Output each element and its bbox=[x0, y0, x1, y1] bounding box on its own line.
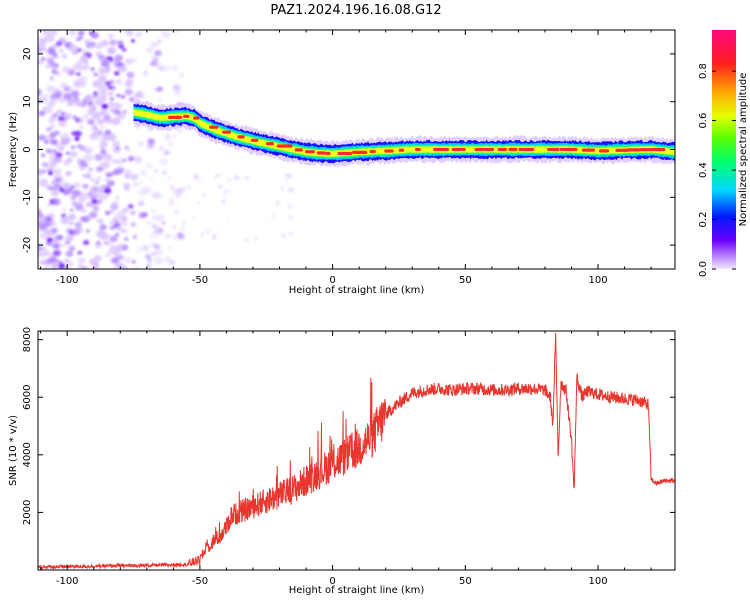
colorbar-tick-label: 0.4 bbox=[698, 162, 709, 178]
figure-title: PAZ1.2024.196.16.08.G12 bbox=[270, 3, 441, 18]
snr-x-tick-label: -50 bbox=[192, 576, 208, 587]
spectrogram-x-tick-label: -100 bbox=[56, 275, 79, 286]
colorbar-tick-label: 0.8 bbox=[698, 63, 709, 79]
snr-y-tick-label: 4000 bbox=[22, 442, 33, 467]
colorbar: 0.0 0.2 0.4 0.6 0.8 Normalized spectral ampl… bbox=[698, 30, 749, 277]
snr-y-tick-label: 8000 bbox=[22, 327, 33, 352]
snr-x-tick-label: -100 bbox=[56, 576, 79, 587]
snr-frame bbox=[37, 330, 676, 571]
snr-y-tick-label: 6000 bbox=[22, 385, 33, 410]
spectrogram-x-label: Height of straight line (km) bbox=[289, 285, 425, 296]
spectrogram-y-tick-label: 0 bbox=[22, 146, 33, 152]
spectrogram-image bbox=[38, 30, 675, 269]
spectrogram-y-tick-label: 10 bbox=[22, 95, 33, 108]
spectrogram-ridge bbox=[133, 98, 675, 168]
spectrogram-y-tick-label: 20 bbox=[22, 48, 33, 61]
snr-y-label: SNR (10 * v/v) bbox=[8, 415, 19, 486]
spectrogram-x-tick-label: 100 bbox=[588, 275, 607, 286]
snr-x-tick-label: 100 bbox=[588, 576, 607, 587]
colorbar-tick-label: 0.2 bbox=[698, 212, 709, 228]
snr-x-label: Height of straight line (km) bbox=[289, 585, 425, 596]
spectrogram-x-tick-label: -50 bbox=[192, 275, 208, 286]
snr-x-tick-label: 0 bbox=[329, 576, 335, 587]
spectrogram-x-tick-label: 0 bbox=[329, 275, 335, 286]
spectrogram-y-tick-label: -20 bbox=[22, 237, 33, 253]
spectrogram-y-tick-label: -10 bbox=[22, 189, 33, 205]
spectrogram-y-label: Frequency (Hz) bbox=[8, 112, 19, 188]
colorbar-axis: 0.0 0.2 0.4 0.6 0.8 bbox=[698, 63, 736, 277]
snr-series-line bbox=[38, 332, 675, 570]
colorbar-label: Normalized spectral amplitude bbox=[738, 73, 749, 227]
spectrogram-noise-speckle bbox=[38, 30, 294, 269]
colorbar-tick-label: 0.0 bbox=[698, 261, 709, 277]
spectrogram-peak-segments bbox=[168, 114, 666, 156]
snr-y-tick-label: 2000 bbox=[22, 500, 33, 525]
colorbar-gradient bbox=[712, 30, 736, 269]
colorbar-tick-label: 0.6 bbox=[698, 113, 709, 129]
spectrogram-x-tick-label: 50 bbox=[459, 275, 472, 286]
snr-x-tick-label: 50 bbox=[459, 576, 472, 587]
